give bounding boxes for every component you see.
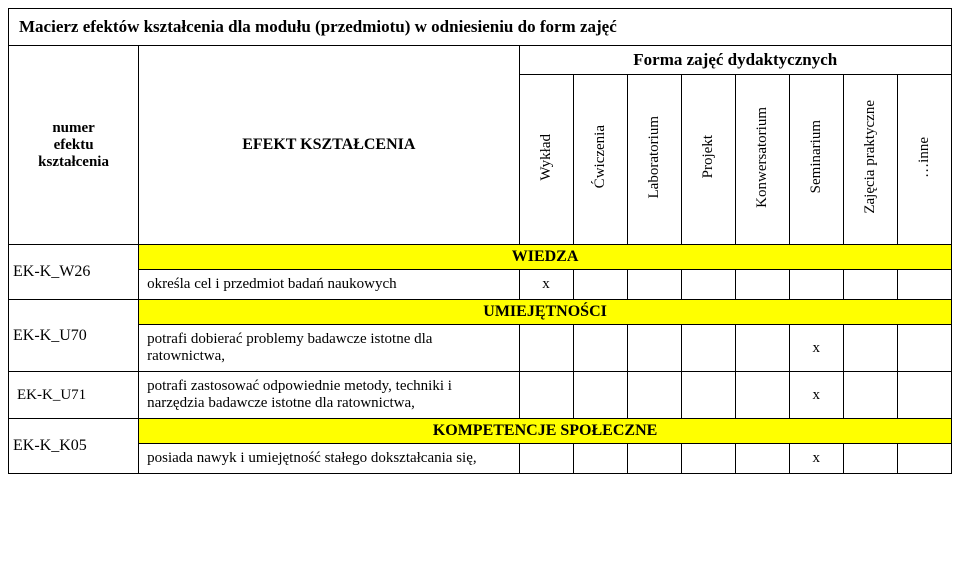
mark: x <box>789 325 843 372</box>
col-head-cwiczenia: Ćwiczenia <box>573 75 627 245</box>
table-row: określa cel i przedmiot badań naukowych … <box>9 270 952 300</box>
mark <box>897 372 951 419</box>
mark: x <box>789 444 843 474</box>
title-row: Macierz efektów kształcenia dla modułu (… <box>9 9 952 46</box>
efekt-header: EFEKT KSZTAŁCENIA <box>139 46 519 245</box>
col-head-projekt: Projekt <box>681 75 735 245</box>
row-desc: posiada nawyk i umiejętność stałego doks… <box>139 444 519 474</box>
mark <box>519 325 573 372</box>
mark <box>843 372 897 419</box>
mark: x <box>519 270 573 300</box>
mark <box>843 270 897 300</box>
col-head-laboratorium: Laboratorium <box>627 75 681 245</box>
row-code: EK-K_U71 <box>9 372 139 419</box>
mark <box>573 444 627 474</box>
section-komp: EK-K_K05 KOMPETENCJE SPOŁECZNE <box>9 419 952 444</box>
mark <box>735 372 789 419</box>
mark <box>627 270 681 300</box>
left-header-l3: kształcenia <box>38 154 109 170</box>
document-page: Macierz efektów kształcenia dla modułu (… <box>8 8 952 474</box>
col-head-seminarium: Seminarium <box>789 75 843 245</box>
section-wiedza: EK-K_W26 WIEDZA <box>9 245 952 270</box>
table-row: posiada nawyk i umiejętność stałego doks… <box>9 444 952 474</box>
row-desc: potrafi zastosować odpowiednie metody, t… <box>139 372 519 419</box>
col-head-wyklad: Wykład <box>519 75 573 245</box>
forma-header-row: numer efektu kształcenia EFEKT KSZTAŁCEN… <box>9 46 952 75</box>
mark <box>897 270 951 300</box>
col-head-zajecia-praktyczne: Zajęcia praktyczne <box>843 75 897 245</box>
mark <box>627 325 681 372</box>
mark <box>573 372 627 419</box>
mark <box>681 372 735 419</box>
section-komp-label: KOMPETENCJE SPOŁECZNE <box>139 419 952 444</box>
row-desc: potrafi dobierać problemy badawcze istot… <box>139 325 519 372</box>
mark <box>519 372 573 419</box>
col-head-inne: …inne <box>897 75 951 245</box>
mark <box>735 444 789 474</box>
mark <box>681 270 735 300</box>
mark <box>627 372 681 419</box>
mark <box>897 325 951 372</box>
mark <box>573 325 627 372</box>
table-row: potrafi dobierać problemy badawcze istot… <box>9 325 952 372</box>
left-header: numer efektu kształcenia <box>9 46 139 245</box>
row-code: EK-K_K05 <box>9 419 139 474</box>
mark <box>843 325 897 372</box>
mark <box>735 270 789 300</box>
mark <box>519 444 573 474</box>
left-header-l1: numer <box>52 120 95 136</box>
left-header-l2: efektu <box>54 137 94 153</box>
col-head-konwersatorium: Konwersatorium <box>735 75 789 245</box>
section-umiej: EK-K_U70 UMIEJĘTNOŚCI <box>9 300 952 325</box>
row-desc: określa cel i przedmiot badań naukowych <box>139 270 519 300</box>
mark <box>897 444 951 474</box>
mark <box>681 444 735 474</box>
section-wiedza-label: WIEDZA <box>139 245 952 270</box>
matrix-table: Macierz efektów kształcenia dla modułu (… <box>8 8 952 474</box>
page-title: Macierz efektów kształcenia dla modułu (… <box>9 9 952 46</box>
mark <box>843 444 897 474</box>
mark <box>573 270 627 300</box>
mark <box>789 270 843 300</box>
mark <box>681 325 735 372</box>
mark <box>735 325 789 372</box>
section-umiej-label: UMIEJĘTNOŚCI <box>139 300 952 325</box>
mark <box>627 444 681 474</box>
forma-header: Forma zajęć dydaktycznych <box>519 46 951 75</box>
table-row: EK-K_U71 potrafi zastosować odpowiednie … <box>9 372 952 419</box>
row-code: EK-K_U70 <box>9 300 139 372</box>
row-code: EK-K_W26 <box>9 245 139 300</box>
mark: x <box>789 372 843 419</box>
